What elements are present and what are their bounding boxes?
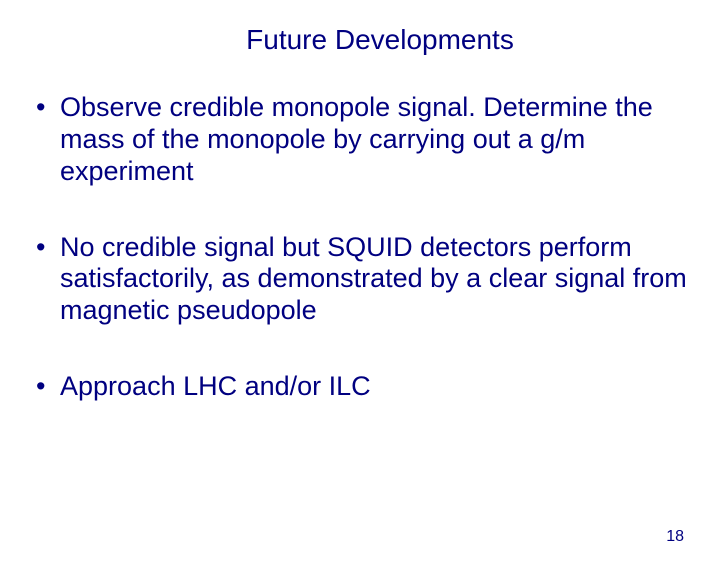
bullet-list: Observe credible monopole signal. Determ… — [0, 92, 720, 403]
bullet-item: Observe credible monopole signal. Determ… — [32, 92, 688, 188]
slide-title: Future Developments — [0, 24, 720, 56]
bullet-item: No credible signal but SQUID detectors p… — [32, 232, 688, 328]
page-number: 18 — [666, 528, 684, 546]
bullet-item: Approach LHC and/or ILC — [32, 371, 688, 403]
